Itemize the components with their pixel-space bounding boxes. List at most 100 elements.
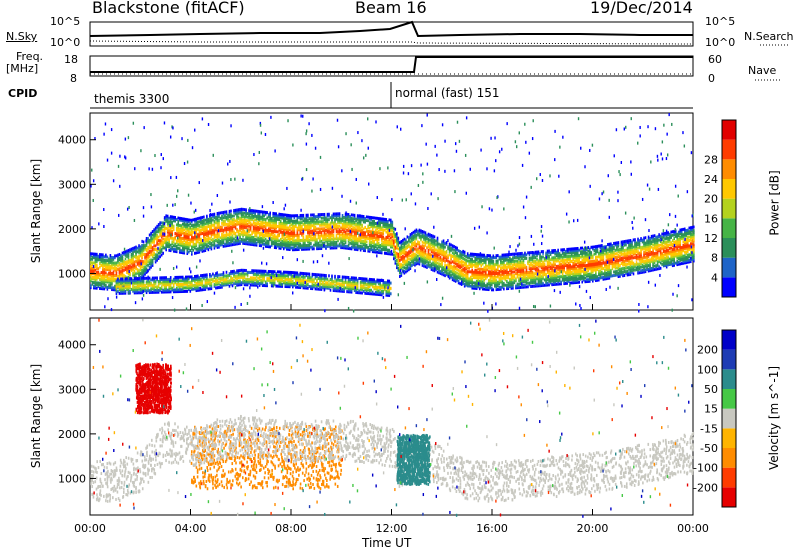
power-cell — [576, 246, 579, 250]
power-cell — [124, 250, 127, 254]
power-cell — [133, 262, 136, 266]
power-cell — [186, 244, 189, 248]
power-cell — [275, 237, 278, 241]
power-cell — [204, 231, 207, 235]
power-cell — [126, 251, 128, 255]
power-cell — [106, 262, 109, 266]
power-cell — [177, 239, 180, 243]
power-cell — [340, 240, 342, 244]
power-cell — [236, 210, 238, 214]
power-cell — [139, 247, 142, 251]
power-cell — [287, 235, 290, 239]
power-cell — [288, 221, 291, 225]
power-cell — [194, 233, 196, 237]
power-cell — [285, 227, 288, 231]
power-cell — [187, 232, 190, 236]
power-cell — [264, 218, 267, 222]
power-cell — [304, 222, 306, 226]
power-cell — [341, 228, 344, 232]
power-cell — [91, 252, 94, 256]
power-cell — [418, 241, 421, 245]
power-cell — [187, 234, 190, 238]
power-cell — [302, 238, 305, 242]
power-cell — [326, 221, 329, 225]
power-cell — [281, 216, 284, 220]
power-cell — [343, 219, 345, 223]
power-cell — [534, 272, 537, 276]
power-cell — [160, 239, 163, 243]
power-cell — [141, 243, 143, 247]
power-cell — [595, 255, 597, 259]
power-cell — [112, 263, 115, 267]
power-cell — [546, 249, 549, 253]
power-cell — [237, 211, 240, 215]
power-cell — [261, 224, 264, 228]
power-cell — [245, 211, 247, 215]
power-cell — [216, 213, 219, 217]
power-cell — [588, 272, 591, 276]
power-cell — [430, 262, 433, 266]
power-cell — [377, 234, 380, 238]
power-cell — [178, 231, 181, 235]
power-cell — [264, 228, 267, 232]
power-cell — [301, 238, 303, 242]
power-cell — [135, 265, 137, 269]
power-cell — [224, 244, 226, 248]
power-cell — [481, 280, 484, 284]
power-cell — [180, 249, 183, 253]
power-cell — [209, 215, 211, 219]
power-cell — [186, 241, 189, 245]
power-cell — [246, 233, 249, 237]
power-cell — [555, 264, 558, 268]
power-cell — [570, 259, 573, 263]
power-cell — [361, 229, 363, 233]
power-cell — [317, 243, 320, 247]
power-cell — [209, 237, 211, 241]
power-cell — [359, 244, 362, 248]
power-cell — [266, 243, 268, 247]
power-cell — [103, 264, 106, 268]
power-cell — [187, 250, 190, 254]
power-cell — [236, 219, 238, 223]
power-cell — [227, 242, 229, 246]
power-cell — [213, 234, 216, 238]
power-cell — [162, 225, 164, 229]
power-cell — [337, 230, 339, 234]
power-cell — [285, 240, 288, 244]
power-cell — [261, 210, 264, 214]
power-cell — [120, 273, 122, 277]
power-cell — [195, 247, 198, 251]
power-cell — [216, 222, 219, 226]
power-cell — [276, 216, 279, 220]
power-cell — [127, 272, 130, 276]
power-cell — [399, 241, 401, 245]
power-cell — [112, 270, 115, 274]
power-cell — [239, 234, 241, 238]
power-cell — [308, 226, 311, 230]
power-cell — [304, 245, 306, 249]
power-cell — [105, 285, 107, 289]
power-cell — [184, 232, 187, 236]
power-cell — [438, 262, 440, 266]
power-cell — [402, 263, 404, 267]
power-cell — [248, 214, 250, 218]
power-cell — [216, 217, 219, 221]
power-cell — [296, 215, 299, 219]
power-cell — [311, 236, 314, 240]
power-cell — [500, 285, 502, 289]
power-cell — [341, 214, 344, 218]
power-cell — [374, 243, 377, 247]
power-cell — [178, 234, 181, 238]
power-cell — [114, 254, 116, 258]
power-cell — [233, 242, 235, 246]
power-cell — [181, 219, 184, 223]
power-cell — [273, 235, 276, 239]
power-cell — [557, 271, 559, 275]
power-cell — [323, 241, 326, 245]
power-cell — [261, 239, 264, 243]
power-cell — [292, 237, 294, 241]
power-cell — [519, 259, 522, 263]
power-cell — [397, 236, 400, 240]
power-cell — [145, 247, 148, 251]
power-cell — [272, 213, 275, 217]
